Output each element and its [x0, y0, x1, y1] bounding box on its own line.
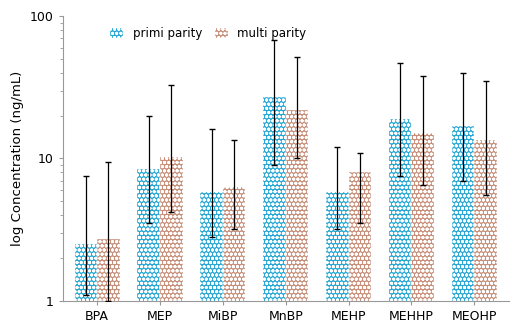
Bar	[137, 169, 160, 334]
Bar	[74, 244, 97, 334]
Bar	[389, 119, 411, 334]
Bar	[160, 157, 183, 334]
Bar	[474, 140, 497, 334]
Bar	[263, 97, 285, 334]
Bar	[326, 192, 348, 334]
Bar	[411, 133, 434, 334]
Bar	[452, 126, 474, 334]
Y-axis label: log Concentration (ng/mL): log Concentration (ng/mL)	[11, 71, 24, 246]
Bar	[200, 192, 223, 334]
Legend: primi parity, multi parity: primi parity, multi parity	[104, 22, 311, 44]
Bar	[285, 110, 308, 334]
Bar	[97, 239, 120, 334]
Bar	[223, 187, 245, 334]
Bar	[348, 172, 371, 334]
